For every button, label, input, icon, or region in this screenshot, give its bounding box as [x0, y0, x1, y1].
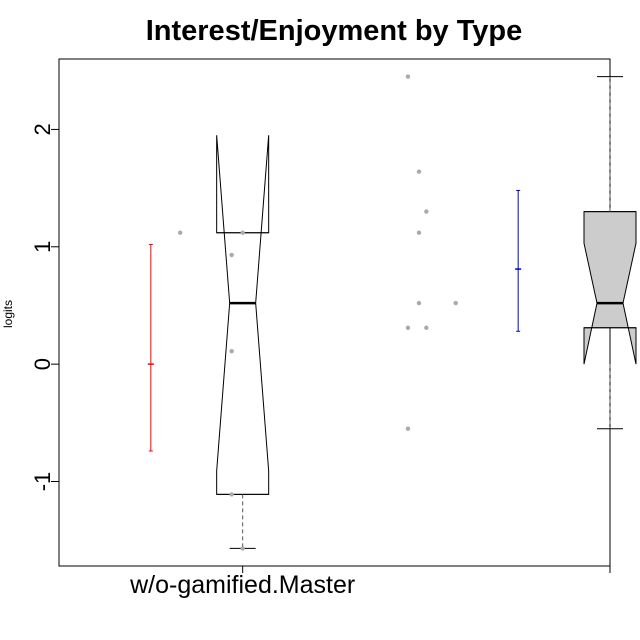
data-point: [405, 74, 411, 79]
y-tick-label: 1: [30, 241, 55, 253]
y-tick-label: 2: [30, 123, 55, 135]
data-point: [240, 546, 245, 551]
data-point: [416, 300, 422, 306]
data-point: [229, 252, 234, 258]
y-tick-label: -1: [30, 472, 55, 492]
x-category-label: w/o-gamified.Master: [129, 571, 355, 599]
box-body: [216, 135, 270, 495]
data-point: [405, 426, 411, 431]
data-point: [229, 349, 234, 354]
y-tick-label: 0: [30, 358, 55, 370]
box-series: [405, 74, 637, 431]
box-series: [147, 135, 270, 551]
plot-frame: [58, 58, 611, 567]
data-point: [240, 230, 245, 235]
chart-title: Interest/Enjoyment by Type: [146, 15, 523, 47]
data-point: [424, 209, 429, 214]
data-point: [405, 325, 411, 330]
chart-marks: -1 0 1 2 w/o-gamified.Master: [30, 74, 637, 599]
data-point: [178, 230, 183, 235]
data-point: [424, 325, 429, 330]
y-axis-label: logits: [1, 300, 15, 328]
data-point: [416, 230, 422, 235]
data-point: [229, 492, 234, 497]
data-point: [416, 169, 422, 174]
data-point: [453, 300, 458, 306]
